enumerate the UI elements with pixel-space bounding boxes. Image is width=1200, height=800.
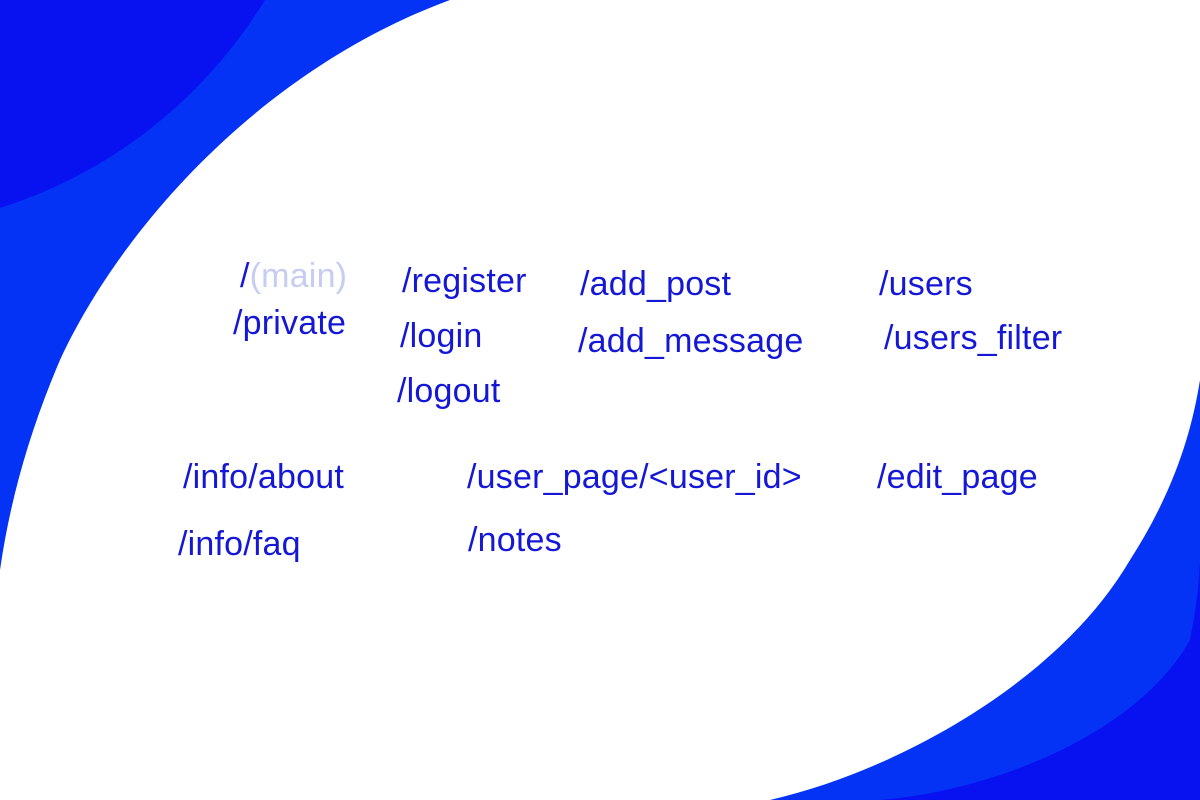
route-private[interactable]: /private <box>233 304 347 342</box>
bottom-right-dark-blob <box>880 560 1200 800</box>
route-notes[interactable]: /notes <box>468 521 562 559</box>
route-login[interactable]: /login <box>400 317 483 355</box>
route-edit-page[interactable]: /edit_page <box>877 458 1038 496</box>
route-main[interactable]: /(main) <box>240 256 347 296</box>
route-add-post[interactable]: /add_post <box>580 265 732 303</box>
route-info-faq[interactable]: /info/faq <box>178 525 301 563</box>
route-users[interactable]: /users <box>879 265 973 303</box>
bottom-right-blue-sweep <box>770 380 1200 800</box>
route-logout[interactable]: /logout <box>397 372 501 410</box>
route-main-label: (main) <box>249 257 348 295</box>
route-user-page[interactable]: /user_page/<user_id> <box>467 458 802 496</box>
top-left-dark-blob <box>0 0 265 208</box>
route-users-filter[interactable]: /users_filter <box>884 319 1063 357</box>
route-info-about[interactable]: /info/about <box>183 458 344 496</box>
route-add-message[interactable]: /add_message <box>578 322 804 360</box>
route-main-slash: / <box>240 257 250 295</box>
route-register[interactable]: /register <box>402 262 527 300</box>
